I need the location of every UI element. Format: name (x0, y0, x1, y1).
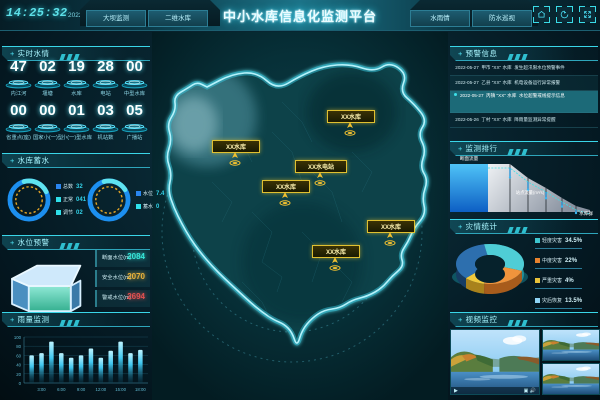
svg-text:60: 60 (16, 353, 21, 358)
svg-text:18:00: 18:00 (135, 387, 146, 392)
svg-text:3:00: 3:00 (37, 387, 46, 392)
svg-text:20: 20 (16, 372, 21, 377)
svg-text:6:00: 6:00 (57, 387, 66, 392)
svg-text:12:00: 12:00 (95, 387, 106, 392)
svg-text:站点流量(m³/s): 站点流量(m³/s) (516, 189, 545, 196)
svg-text:40: 40 (16, 363, 21, 368)
svg-text:15:00: 15:00 (115, 387, 126, 392)
svg-text:100: 100 (14, 335, 22, 340)
svg-text:9:00: 9:00 (77, 387, 86, 392)
svg-text:断面流量: 断面流量 (460, 155, 479, 162)
svg-text:0: 0 (19, 381, 22, 386)
svg-text:80: 80 (16, 344, 21, 349)
svg-text:水库群: 水库群 (579, 210, 593, 217)
